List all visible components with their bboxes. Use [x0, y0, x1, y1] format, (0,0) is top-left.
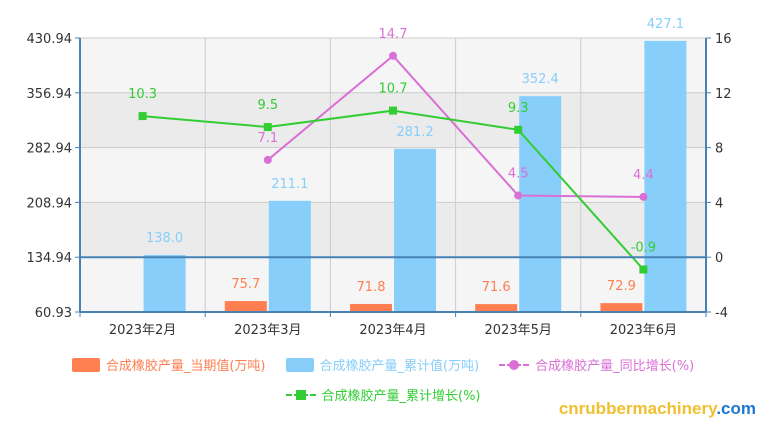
- x-tick-label: 2023年2月: [109, 323, 176, 338]
- right-tick-label: 0: [715, 251, 723, 266]
- line-data-label: 4.4: [633, 168, 654, 183]
- legend-row-1: 合成橡胶产量_当期值(万吨) 合成橡胶产量_累计值(万吨) 合成橡胶产量_同比增…: [0, 355, 766, 374]
- bar: [644, 40, 687, 312]
- legend-label-cumulative-growth: 合成橡胶产量_累计增长(%): [321, 389, 481, 404]
- series-line: [267, 54, 644, 198]
- bar-series: [143, 40, 687, 312]
- left-tick-label: 208.94: [27, 196, 73, 211]
- bar-data-label: 138.0: [146, 231, 183, 246]
- bar-data-label: 281.2: [396, 125, 433, 140]
- x-tick-label: 2023年5月: [485, 323, 552, 338]
- legend-item-monthly[interactable]: 合成橡胶产量_当期值(万吨): [71, 355, 266, 374]
- legend-item-yoy[interactable]: 合成橡胶产量_同比增长(%): [499, 355, 694, 374]
- line-point: [138, 112, 147, 121]
- left-tick-label: 282.94: [27, 142, 73, 157]
- bar: [350, 303, 392, 312]
- axes: 60.93 134.94 208.94 282.94 356.94 430.94 -4 0 4 8…: [27, 32, 732, 338]
- line-point: [263, 123, 272, 132]
- bar-data-label: 427.1: [647, 17, 684, 32]
- left-tick-label: 430.94: [27, 32, 73, 47]
- right-tick-label: -4: [715, 306, 728, 321]
- line-point: [389, 106, 397, 115]
- line-data-label: 14.7: [379, 27, 408, 42]
- left-tick-label: 134.94: [27, 251, 73, 266]
- bar: [143, 254, 186, 312]
- line-point: [639, 192, 648, 201]
- bar: [224, 301, 267, 312]
- plot-band: [80, 202, 706, 258]
- bar-data-label: 71.6: [482, 280, 511, 295]
- line-data-label: 7.1: [257, 131, 278, 146]
- bar-data-label: 75.7: [231, 277, 260, 292]
- bar: [394, 148, 436, 312]
- line-data-label: 10.7: [379, 82, 408, 97]
- legend-label-yoy: 合成橡胶产量_同比增长(%): [535, 359, 695, 374]
- line-point: [514, 125, 523, 134]
- legend-label-monthly: 合成橡胶产量_当期值(万吨): [105, 359, 266, 374]
- legend-row-2: 合成橡胶产量_累计增长(%): [0, 385, 766, 404]
- legend-item-cumulative-growth[interactable]: 合成橡胶产量_累计增长(%): [285, 385, 481, 404]
- watermark-domain: cnrubbermachinery: [558, 399, 717, 418]
- legend-swatch-cumulative-growth: [285, 388, 316, 402]
- line-data-label: 10.3: [128, 87, 157, 102]
- line-data-label: 4.5: [508, 167, 529, 182]
- legend-swatch-yoy: [499, 358, 530, 372]
- legend-item-cumulative[interactable]: 合成橡胶产量_累计值(万吨): [285, 355, 480, 374]
- legend-label-cumulative: 合成橡胶产量_累计值(万吨): [319, 359, 480, 374]
- legend-swatch-cumulative: [285, 357, 314, 372]
- legend-swatch-monthly: [71, 357, 100, 372]
- bar-data-label: 211.1: [271, 177, 308, 192]
- right-tick-label: 4: [715, 196, 723, 211]
- data-labels: 75.7 71.8 71.6 72.9 138.0 211.1 281.2 352.4 427.…: [128, 17, 684, 295]
- line-point: [514, 191, 523, 200]
- x-tick-label: 2023年3月: [234, 323, 301, 338]
- x-tick-label: 2023年4月: [359, 323, 426, 338]
- right-tick-label: 8: [715, 142, 723, 157]
- line-data-label: -0.9: [631, 241, 656, 256]
- line-data-label: 9.3: [508, 101, 529, 116]
- plot-band: [80, 147, 706, 203]
- left-tick-label: 60.93: [35, 306, 72, 321]
- plot-band: [80, 38, 706, 93]
- line-point: [639, 265, 648, 274]
- x-tick-label: 2023年6月: [610, 323, 677, 338]
- watermark: cnrubbermachinery.com: [559, 399, 756, 419]
- bar-data-label: 71.8: [357, 280, 386, 295]
- bar: [475, 304, 518, 312]
- plot-band: [80, 92, 706, 148]
- watermark-tld: .com: [716, 399, 756, 418]
- line-point: [263, 155, 272, 164]
- bar-data-label: 72.9: [607, 279, 636, 294]
- bar: [519, 96, 562, 312]
- right-tick-label: 16: [715, 32, 732, 47]
- left-tick-label: 356.94: [27, 87, 73, 102]
- chart: 60.93 134.94 208.94 282.94 356.94 430.94 -4 0 4 8…: [27, 17, 732, 338]
- line-data-label: 9.5: [257, 98, 278, 113]
- line-point: [389, 51, 397, 60]
- line-series: [138, 51, 648, 274]
- right-tick-label: 12: [715, 87, 732, 102]
- bar: [600, 303, 643, 312]
- bar-data-label: 352.4: [522, 72, 559, 87]
